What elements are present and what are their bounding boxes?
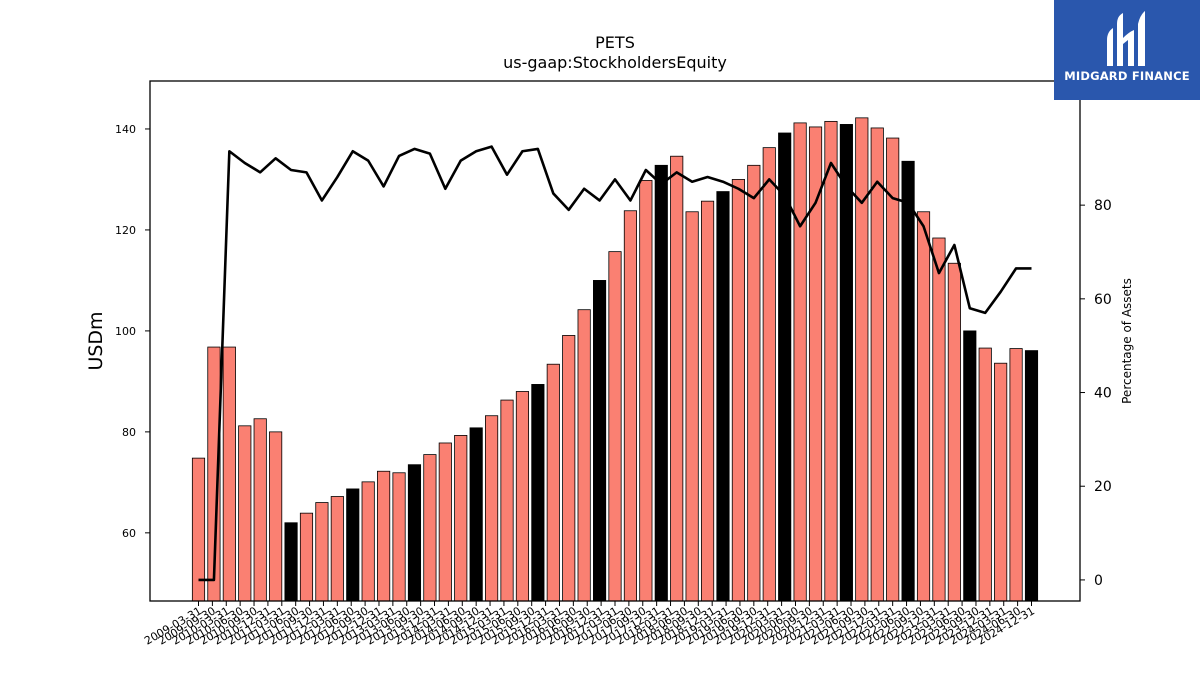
x-axis-ticks: 2009-03-312009-09-302010-03-312010-06-30… [142, 601, 1037, 648]
bar [500, 399, 514, 602]
bar [531, 384, 545, 602]
bar [855, 117, 869, 602]
midgard-logo-icon [1107, 11, 1145, 66]
bar [608, 251, 622, 602]
bar [577, 309, 591, 602]
bar [886, 137, 900, 602]
bar [469, 427, 483, 602]
bar [361, 481, 375, 602]
right-axis-label: Percentage of Assets [1120, 278, 1134, 404]
bar [762, 147, 776, 602]
y2-tick-label: 0 [1094, 573, 1103, 589]
bar [546, 363, 560, 602]
bar [299, 512, 314, 602]
bar [654, 164, 668, 602]
bar [916, 211, 931, 602]
bar [438, 442, 452, 602]
bar [685, 211, 699, 602]
bar [423, 454, 437, 602]
y-tick-label: 100 [115, 325, 136, 338]
bar [824, 120, 838, 602]
bar [253, 418, 267, 602]
bar [994, 362, 1008, 602]
bar [1009, 348, 1023, 602]
bars-layer [191, 117, 1039, 602]
bar [346, 488, 360, 602]
brand-name: MIDGARD FINANCE [1064, 69, 1190, 83]
bar [731, 179, 745, 602]
bar [670, 155, 684, 602]
bar [716, 191, 730, 602]
y2-tick-label: 60 [1094, 292, 1112, 308]
bar [284, 522, 298, 602]
bar [870, 127, 884, 602]
bar [454, 435, 468, 602]
chart-title: PETS [595, 33, 635, 52]
bar [269, 431, 283, 602]
bar [932, 237, 946, 602]
left-axis-ticks: 60 80 100 120 140 [115, 123, 150, 540]
series-line [198, 145, 1032, 582]
bar [485, 415, 499, 602]
bar [562, 335, 576, 602]
right-axis-ticks: 0 20 40 60 80 [1080, 198, 1112, 589]
bar [947, 262, 961, 602]
bar [593, 280, 607, 602]
bar [639, 180, 653, 602]
brand-logo: MIDGARD FINANCE [1054, 0, 1200, 100]
y-tick-label: 80 [122, 426, 136, 439]
y-tick-label: 140 [115, 123, 136, 136]
y2-tick-label: 20 [1094, 479, 1112, 495]
bar [515, 391, 530, 602]
bar [747, 164, 761, 602]
bar [392, 472, 406, 602]
bar [222, 346, 236, 602]
y-tick-label: 120 [115, 224, 136, 237]
y2-tick-label: 80 [1094, 198, 1112, 214]
bar [978, 347, 992, 602]
y2-tick-label: 40 [1094, 386, 1112, 402]
left-axis-label: USDm [85, 311, 107, 370]
y-tick-label: 60 [122, 527, 136, 540]
bar [700, 200, 715, 602]
bar [963, 330, 977, 602]
bar [901, 160, 915, 602]
bar [1024, 350, 1039, 602]
bar [793, 122, 807, 602]
bar [238, 425, 252, 602]
bar [377, 470, 391, 602]
bar [315, 502, 329, 602]
bar [407, 464, 422, 602]
bar [808, 126, 823, 602]
bar [839, 124, 853, 602]
line-layer [198, 145, 1032, 582]
bar [623, 210, 638, 602]
chart-subtitle: us-gaap:StockholdersEquity [503, 53, 727, 72]
bar [330, 496, 344, 602]
